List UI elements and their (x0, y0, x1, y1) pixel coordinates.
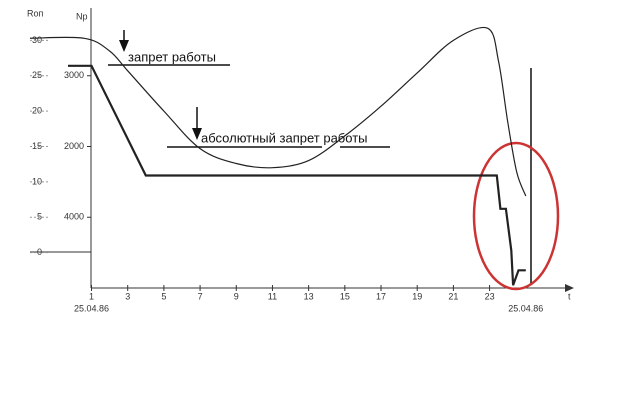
x-tick-label: 17 (376, 291, 386, 301)
x-tick-label: 11 (268, 291, 277, 301)
y-tick-label: 25 (32, 70, 42, 80)
x-tick-label: 7 (198, 291, 203, 301)
x-tick-label: 3 (125, 291, 130, 301)
series-line (29, 26, 527, 197)
y2-tick-label: 4000 (64, 212, 84, 222)
series-line (68, 64, 526, 286)
x-tick-label: 23 (485, 291, 495, 301)
x-tick-label: 15 (340, 291, 350, 301)
date-label: 25.04.86 (508, 303, 543, 313)
x-tick-label: 21 (448, 291, 458, 301)
x-tick-label: 5 (161, 291, 166, 301)
x-tick-label: 1 (89, 291, 94, 301)
y2-label: Nр (76, 11, 88, 21)
y-tick-label: 15 (32, 141, 42, 151)
y-tick-label: 10 (32, 176, 42, 186)
y-tick-label: 5 (37, 212, 42, 222)
arrow-head (192, 128, 202, 140)
x-tick-label: 9 (234, 291, 239, 301)
y-tick-label: 0 (37, 247, 42, 257)
annotation: запрет работы (128, 49, 216, 64)
x-arrow (565, 284, 574, 292)
y2-tick-label: 3000 (64, 70, 84, 80)
x-tick-label: 13 (304, 291, 314, 301)
date-label: 25.04.86 (74, 303, 109, 313)
arrow-head (119, 40, 129, 52)
x-tick-label: 19 (412, 291, 422, 301)
highlight-ellipse (472, 141, 560, 291)
y-tick-label: 20 (32, 106, 42, 116)
annotation: абсолютный запрет работы (201, 130, 368, 145)
y-label: Rоп (27, 8, 44, 18)
y2-tick-label: 2000 (64, 141, 84, 151)
y-tick-label: 30 (32, 35, 42, 45)
x-label: t (568, 291, 571, 301)
